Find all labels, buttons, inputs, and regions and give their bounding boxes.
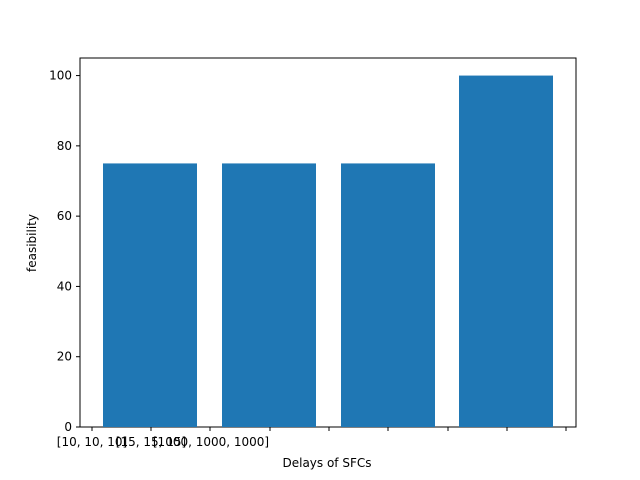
plot-area (79, 57, 577, 428)
y-axis-label: feasibility (25, 214, 39, 272)
y-tick-label: 100 (49, 69, 72, 83)
y-axis: 0 20 40 60 80 100 (49, 69, 80, 434)
y-tick-label: 0 (64, 420, 72, 434)
x-tick-label: [10, 10, 10] (57, 435, 127, 449)
bars-group (103, 75, 553, 428)
bar (341, 163, 435, 427)
x-tick-label: [15, 15, 15] (116, 435, 186, 449)
bar (459, 75, 553, 428)
x-axis-label: Delays of SFCs (282, 456, 371, 470)
y-tick-label: 40 (57, 279, 72, 293)
bar (222, 163, 316, 427)
axes-frame (79, 57, 577, 428)
x-axis: [10, 10, 10][15, 15, 15][1000, 1000, 100… (57, 427, 567, 449)
y-tick-label: 20 (57, 350, 72, 364)
bar (103, 163, 197, 427)
y-tick-label: 80 (57, 139, 72, 153)
x-tick-label: [1000, 1000, 1000] (153, 435, 269, 449)
y-tick-label: 60 (57, 209, 72, 223)
